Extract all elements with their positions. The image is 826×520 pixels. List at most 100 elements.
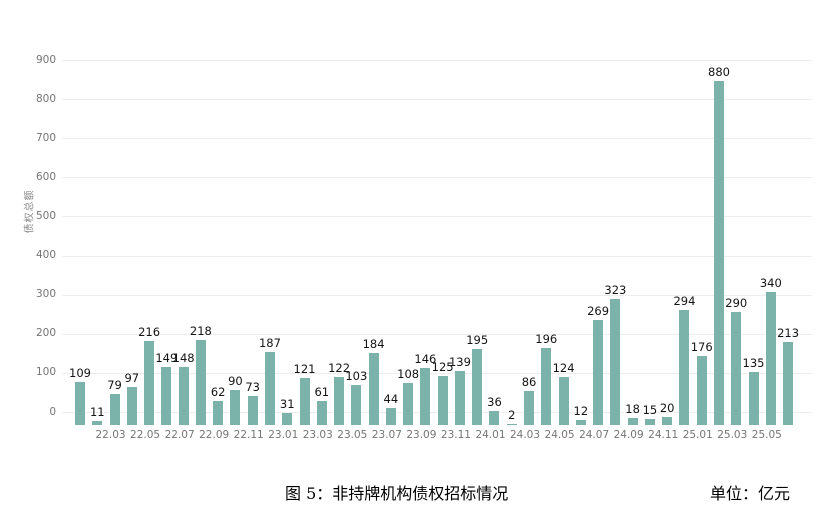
bar xyxy=(126,387,137,425)
bar-value-label: 20 xyxy=(659,401,675,416)
x-tick-label: 23.07 xyxy=(371,429,402,441)
bar-value-label: 187 xyxy=(258,335,281,350)
x-tick-label: 24.09 xyxy=(613,429,644,441)
x-tick-label: 25.01 xyxy=(682,429,713,441)
bar xyxy=(696,356,707,425)
x-tick-label: 22.11 xyxy=(233,429,264,441)
bar-value-label: 139 xyxy=(448,354,471,369)
bar xyxy=(247,396,258,425)
x-tick-label: 24.01 xyxy=(475,429,506,441)
x-tick-label: 24.05 xyxy=(544,429,575,441)
y-tick-label: 600 xyxy=(35,170,56,183)
grid-line xyxy=(62,177,812,179)
bar xyxy=(75,382,85,425)
bar-value-label: 62 xyxy=(210,384,226,399)
grid-line xyxy=(62,412,812,413)
bar xyxy=(748,372,759,425)
bar-value-label: 880 xyxy=(708,64,730,79)
x-tick-label: 23.01 xyxy=(268,429,299,441)
bar xyxy=(524,391,535,425)
bar xyxy=(662,417,673,425)
bar xyxy=(385,407,396,425)
bar-value-label: 2 xyxy=(508,408,516,422)
x-tick-label: 22.07 xyxy=(164,429,195,441)
bar-value-label: 176 xyxy=(690,340,713,355)
bar xyxy=(144,340,155,425)
bar-value-label: 269 xyxy=(587,303,610,318)
bar xyxy=(334,377,345,425)
bar-value-label: 31 xyxy=(279,396,295,411)
x-tick-label: 24.03 xyxy=(509,429,541,441)
bar-value-label: 135 xyxy=(742,356,765,371)
bar-value-label: 90 xyxy=(228,373,243,388)
bar xyxy=(644,419,655,425)
x-tick-label: 23.09 xyxy=(406,429,437,441)
bar-value-label: 184 xyxy=(362,337,385,352)
bar xyxy=(109,394,120,425)
y-tick-label: 200 xyxy=(35,327,56,340)
bar xyxy=(92,420,103,425)
bar-value-label: 196 xyxy=(535,332,558,347)
bar-value-label: 148 xyxy=(172,351,195,366)
bar xyxy=(783,341,794,425)
y-tick-label: 500 xyxy=(35,209,56,222)
grid-line xyxy=(62,255,812,257)
bar-value-label: 124 xyxy=(552,360,575,375)
bar xyxy=(230,389,241,425)
bar xyxy=(454,370,465,425)
x-tick-label: 22.05 xyxy=(130,429,161,441)
y-tick-label: 100 xyxy=(35,366,56,379)
grid-line xyxy=(62,333,812,335)
x-tick-label: 25.05 xyxy=(751,429,782,441)
y-tick-label: 400 xyxy=(35,249,56,262)
x-tick-label: 23.11 xyxy=(440,429,471,441)
bar xyxy=(161,366,172,425)
bar xyxy=(316,401,327,425)
bar xyxy=(765,292,776,425)
bar xyxy=(213,400,224,425)
bar-value-label: 18 xyxy=(625,401,640,416)
caption-row: 图 5：非持牌机构债权招标情况 单位：亿元 xyxy=(0,478,826,503)
x-tick-label: 23.05 xyxy=(337,429,368,441)
y-tick-label: 700 xyxy=(35,131,56,144)
bar-value-label: 103 xyxy=(345,368,368,383)
bar-value-label: 108 xyxy=(397,366,420,381)
bar-value-label: 290 xyxy=(725,295,748,310)
x-tick-label: 22.03 xyxy=(95,429,126,441)
bar-value-label: 122 xyxy=(328,361,351,376)
x-tick-label: 25.03 xyxy=(717,429,748,441)
bar-value-label: 86 xyxy=(521,375,537,390)
figure-caption: 图 5：非持牌机构债权招标情况 xyxy=(285,484,509,503)
bar-value-label: 216 xyxy=(138,324,161,339)
y-tick-label: 900 xyxy=(35,53,56,66)
bar-value-label: 149 xyxy=(155,350,178,365)
bar-value-label: 323 xyxy=(604,282,627,297)
y-tick-label: 800 xyxy=(35,92,56,105)
bar xyxy=(731,311,742,425)
bar-value-label: 121 xyxy=(293,361,316,376)
grid-line xyxy=(62,372,812,374)
bar xyxy=(541,348,552,425)
bar-value-label: 109 xyxy=(69,366,91,381)
bar xyxy=(351,384,362,425)
bar-value-label: 73 xyxy=(245,380,260,395)
bar-value-label: 340 xyxy=(759,276,782,291)
bar xyxy=(713,80,724,425)
bar xyxy=(178,367,189,425)
bar xyxy=(420,367,431,425)
bar xyxy=(368,353,379,425)
bar-value-label: 36 xyxy=(487,394,502,409)
grid-line xyxy=(62,99,812,101)
bar xyxy=(472,348,483,425)
x-tick-label: 24.11 xyxy=(648,429,679,441)
x-tick-label: 23.03 xyxy=(302,429,333,441)
bar-value-label: 79 xyxy=(107,378,122,393)
bar-value-label: 12 xyxy=(573,404,589,419)
bar xyxy=(679,310,690,425)
bar-value-label: 213 xyxy=(777,325,800,340)
x-tick-label: 22.09 xyxy=(199,429,230,441)
bar-value-label: 125 xyxy=(431,360,454,375)
bar xyxy=(489,410,500,425)
